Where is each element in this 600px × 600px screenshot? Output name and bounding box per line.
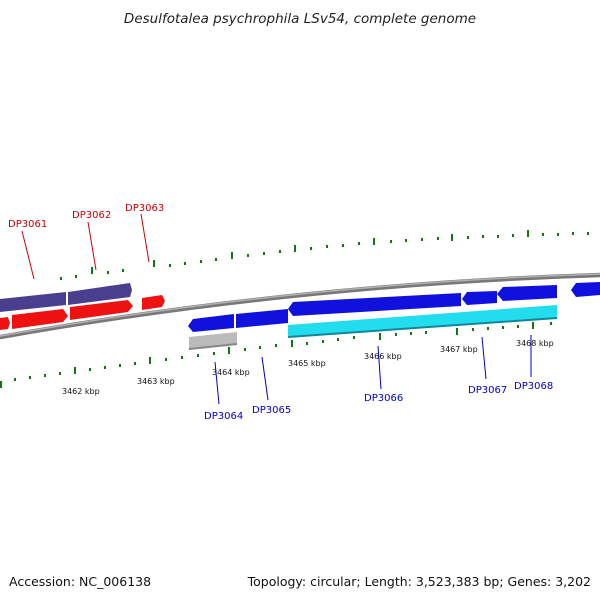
gene-edge-right[interactable]	[571, 282, 600, 297]
gene-dp3065-bar[interactable]	[236, 309, 288, 328]
tick-label: 3465 kbp	[288, 359, 326, 368]
tick-label: 3463 kbp	[137, 377, 175, 386]
tick-labels: 3462 kbp 3463 kbp 3464 kbp 3465 kbp 3466…	[62, 339, 554, 396]
gene-red-b[interactable]	[12, 309, 68, 329]
tick-label: 3467 kbp	[440, 345, 478, 354]
forward-strand-genes	[0, 283, 165, 330]
gene-dp3062-bar[interactable]	[68, 283, 132, 305]
gene-red-c[interactable]	[70, 300, 133, 320]
gene-label-dp3065[interactable]: DP3065	[252, 405, 291, 416]
genome-summary-text: Topology: circular; Length: 3,523,383 bp…	[247, 574, 591, 589]
gene-dp3063-bar[interactable]	[142, 295, 165, 310]
lower-feature-row	[188, 305, 558, 350]
leader-lines	[21, 213, 532, 405]
gene-label-dp3068[interactable]: DP3068	[514, 381, 553, 392]
tick-label: 3466 kbp	[364, 352, 402, 361]
gene-dp3061-bar[interactable]	[0, 292, 66, 312]
gene-red-a[interactable]	[0, 317, 10, 330]
upper-tick-track	[60, 230, 589, 280]
gene-labels: DP3061 DP3062 DP3063 DP3064 DP3065 DP306…	[8, 203, 553, 422]
lower-tick-track	[0, 322, 552, 388]
gene-cyan-bar[interactable]	[288, 305, 557, 337]
reverse-strand-genes	[188, 282, 600, 332]
tick-label: 3462 kbp	[62, 387, 100, 396]
map-title: Desulfotalea psychrophila LSv54, complet…	[124, 11, 476, 27]
gene-dp3068-bar[interactable]	[497, 285, 557, 301]
gene-label-dp3062[interactable]: DP3062	[72, 210, 111, 221]
gene-dp3066-bar[interactable]	[288, 293, 461, 316]
gene-label-dp3066[interactable]: DP3066	[364, 393, 403, 404]
genome-backbone	[0, 272, 600, 340]
gene-label-dp3064[interactable]: DP3064	[204, 411, 243, 422]
gene-dp3064-bar[interactable]	[188, 314, 234, 332]
gene-dp3067-bar[interactable]	[462, 291, 497, 305]
accession-text: Accession: NC_006138	[9, 574, 151, 589]
gene-label-dp3063[interactable]: DP3063	[125, 203, 164, 214]
gene-label-dp3067[interactable]: DP3067	[468, 385, 507, 396]
tick-label: 3468 kbp	[516, 339, 554, 348]
gene-label-dp3061[interactable]: DP3061	[8, 219, 47, 230]
tick-label: 3464 kbp	[212, 368, 250, 377]
